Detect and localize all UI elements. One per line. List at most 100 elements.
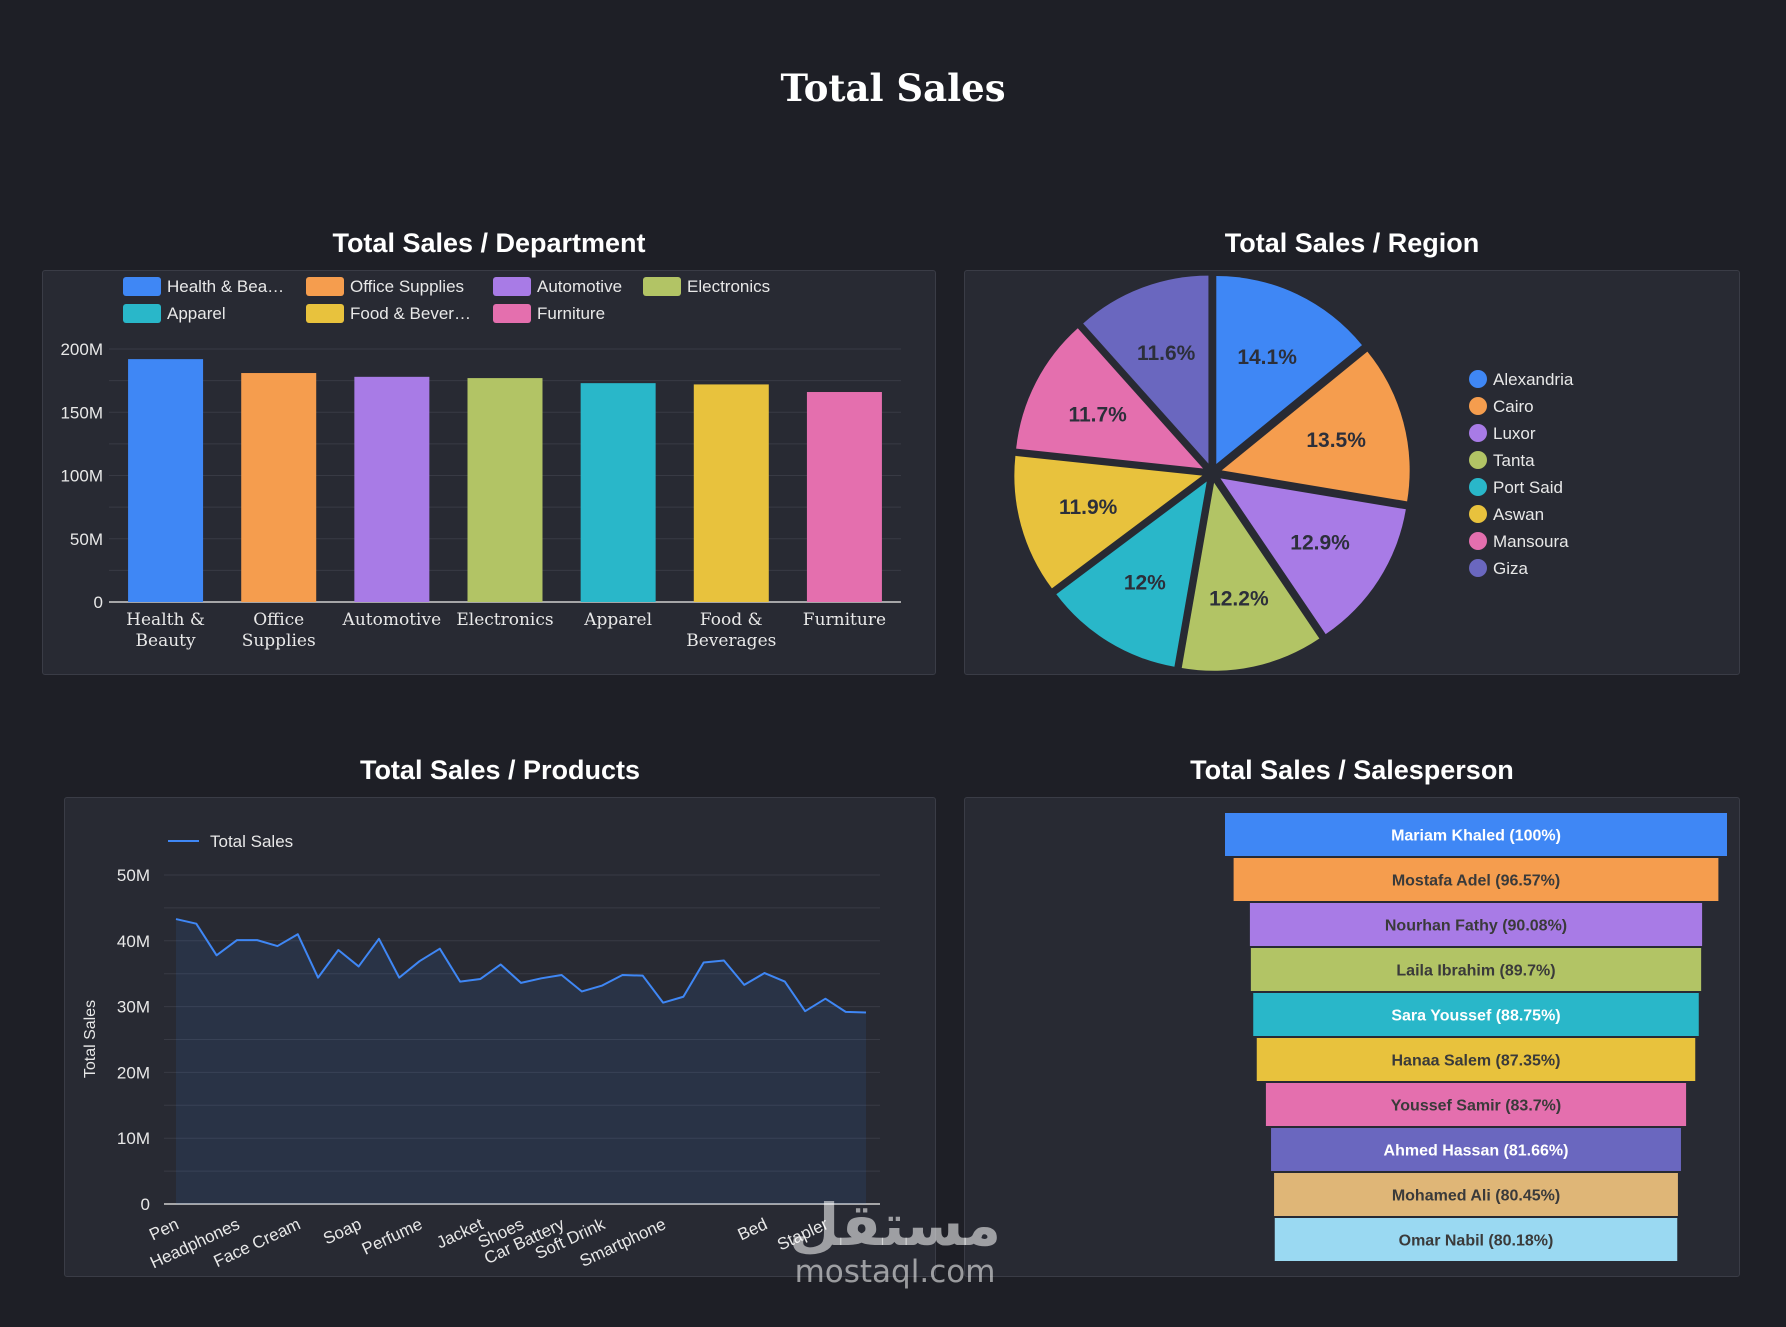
funnel-bar: [1274, 1173, 1678, 1216]
funnel-label: Mariam Khaled (100%): [1391, 828, 1561, 845]
legend-swatch: [493, 277, 531, 296]
bar: [580, 383, 656, 602]
pie-slice: [1016, 328, 1204, 469]
bar: [806, 392, 882, 602]
legend-label: Aswan: [1493, 505, 1544, 524]
legend-label: Port Said: [1493, 478, 1563, 497]
funnel-label: Hanaa Salem (87.35%): [1392, 1053, 1561, 1070]
pie-slice: [1220, 478, 1406, 635]
legend-label: Total Sales: [210, 832, 293, 851]
pie-slice: [1056, 481, 1207, 667]
pie-value-label: 13.5%: [1306, 429, 1366, 452]
products-chart-title: Total Sales / Products: [359, 755, 641, 785]
bar: [693, 384, 769, 602]
pie-slice: [1083, 275, 1209, 464]
bar: [128, 359, 204, 602]
y-tick-label: 40M: [117, 932, 150, 951]
y-tick-label: 150M: [60, 403, 103, 422]
salesperson-funnel-chart: Mariam Khaled (100%) Mostafa Adel (96.57%…: [1225, 813, 1727, 1261]
watermark-latin: mostaql.com: [794, 1254, 996, 1290]
legend-dot: [1469, 478, 1487, 496]
funnel-bar: [1225, 813, 1727, 856]
legend-label: Mansoura: [1493, 532, 1569, 551]
pie-slice: [1216, 275, 1363, 464]
legend-label: Furniture: [537, 304, 605, 323]
pie-value-label: 12.2%: [1209, 588, 1269, 611]
funnel-label: Mohamed Ali (80.45%): [1392, 1188, 1560, 1205]
pie-value-label: 14.1%: [1237, 346, 1297, 369]
legend-label: Giza: [1493, 559, 1529, 578]
region-chart-title: Total Sales / Region: [1224, 228, 1480, 258]
x-tick-label: Apparel: [583, 610, 652, 630]
legend-swatch: [493, 304, 531, 323]
funnel-label: Youssef Samir (83.7%): [1391, 1098, 1561, 1115]
funnel-label: Sara Youssef (88.75%): [1391, 1008, 1560, 1025]
x-tick-label: Automotive: [342, 610, 442, 630]
legend-swatch: [306, 304, 344, 323]
legend-swatch: [123, 304, 161, 323]
series-line: [175, 918, 867, 1014]
department-chart-panel: Health & Bea… Office Supplies Automotive El…: [42, 270, 936, 675]
bar: [467, 378, 543, 602]
legend-dot: [1469, 559, 1487, 577]
funnel-bar: [1265, 1083, 1687, 1126]
legend-swatch: [306, 277, 344, 296]
x-tick-label: Pen: [146, 1214, 181, 1244]
y-tick-label: 10M: [117, 1129, 150, 1148]
legend-label: Luxor: [1493, 424, 1536, 443]
funnel-bar: [1249, 903, 1703, 946]
legend-label: Office Supplies: [350, 277, 464, 296]
x-tick-label: Beauty: [136, 631, 196, 651]
legend-label: Electronics: [687, 277, 770, 296]
salesperson-chart-title: Total Sales / Salesperson: [1190, 755, 1514, 785]
bar: [354, 376, 430, 602]
pie-value-label: 11.9%: [1059, 496, 1118, 519]
x-tick-label: Soap: [320, 1214, 364, 1248]
y-tick-label: 0: [94, 593, 103, 612]
y-tick-label: 30M: [117, 998, 150, 1017]
pie-value-label: 11.7%: [1068, 403, 1127, 426]
funnel-bar: [1233, 858, 1719, 901]
legend-label: Alexandria: [1493, 370, 1574, 389]
region-chart-panel: 14.1% 13.5% 12.9% 12.2% 12% 11.9% 11.7% 11.6% Al…: [964, 270, 1740, 675]
y-tick-label: 20M: [117, 1063, 150, 1082]
x-tick-label: Bed: [735, 1214, 770, 1244]
x-tick-label: Office: [253, 610, 304, 630]
legend-label: Automotive: [537, 277, 622, 296]
funnel-bar: [1250, 948, 1702, 991]
legend-label: Apparel: [167, 304, 226, 323]
y-tick-label: 50M: [117, 866, 150, 885]
funnel-label: Omar Nabil (80.18%): [1399, 1233, 1554, 1250]
y-tick-label: 200M: [60, 340, 103, 359]
pie-value-label: 11.6%: [1137, 342, 1196, 365]
funnel-label: Ahmed Hassan (81.66%): [1384, 1143, 1569, 1160]
funnel-bar: [1271, 1128, 1681, 1171]
x-tick-label: Health &: [126, 610, 205, 630]
x-tick-label: Perfume: [359, 1214, 425, 1258]
legend-dot: [1469, 532, 1487, 550]
watermark-logo: مستقل mostaql.com: [780, 1195, 1010, 1289]
legend-label: Cairo: [1493, 397, 1534, 416]
pie-slice: [1221, 351, 1410, 502]
dashboard-title: Total Sales: [780, 66, 1006, 110]
x-tick-label: Furniture: [803, 610, 886, 630]
funnel-label: Mostafa Adel (96.57%): [1392, 873, 1560, 890]
legend-swatch: [123, 277, 161, 296]
funnel-label: Laila Ibrahim (89.7%): [1396, 963, 1555, 980]
legend-label: Food & Bever…: [350, 304, 471, 323]
legend-swatch: [643, 277, 681, 296]
funnel-bar: [1256, 1038, 1696, 1081]
department-bar-chart: Health & Bea… Office Supplies Automotive El…: [60, 277, 901, 651]
legend-dot: [1469, 505, 1487, 523]
funnel-label: Nourhan Fathy (90.08%): [1385, 918, 1567, 935]
salesperson-chart-panel: Mariam Khaled (100%) Mostafa Adel (96.57%…: [964, 797, 1740, 1277]
x-tick-label: Electronics: [456, 610, 553, 630]
pie-value-label: 12.9%: [1290, 531, 1350, 554]
legend-dot: [1469, 397, 1487, 415]
pie-slice: [1014, 455, 1203, 589]
x-tick-label: Beverages: [686, 631, 776, 651]
funnel-bar: [1253, 993, 1699, 1036]
products-line-chart: 0 10M 20M 30M 40M 50M Total Sales Total Sales Pe…: [82, 832, 880, 1272]
pie-slice: [1181, 482, 1320, 671]
x-tick-label: Food &: [700, 610, 763, 630]
